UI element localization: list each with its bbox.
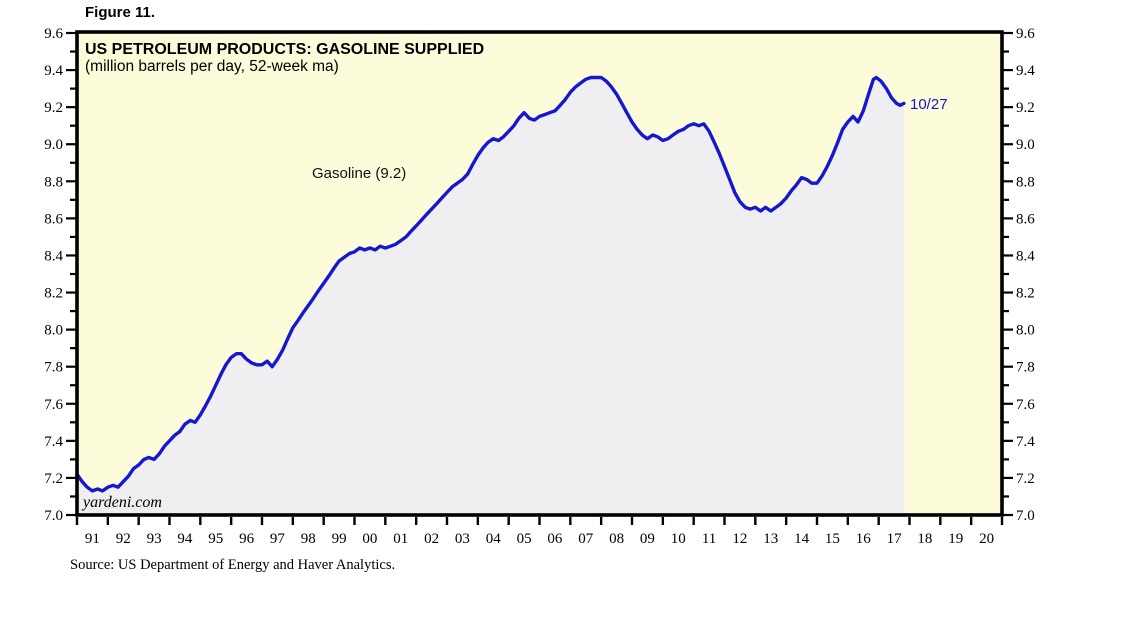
y-axis-label-left: 8.6 xyxy=(44,211,63,227)
gasoline-line xyxy=(75,75,906,493)
y-axis-label-right: 7.2 xyxy=(1016,471,1035,487)
source-note: Source: US Department of Energy and Have… xyxy=(70,557,396,573)
x-axis-label: 18 xyxy=(917,531,932,547)
y-axis-label-left: 9.4 xyxy=(44,63,63,79)
gasoline-area-fill xyxy=(77,77,904,514)
y-axis-label-left: 8.8 xyxy=(44,174,63,190)
chart-title: US PETROLEUM PRODUCTS: GASOLINE SUPPLIED xyxy=(85,41,484,58)
x-axis-label: 19 xyxy=(948,531,963,547)
y-axis-label-right: 7.8 xyxy=(1016,360,1035,376)
y-axis-label-left: 7.2 xyxy=(44,471,63,487)
y-axis-label-right: 9.0 xyxy=(1016,137,1035,153)
y-axis-label-right: 9.6 xyxy=(1016,26,1035,42)
x-axis-label: 02 xyxy=(424,531,439,547)
chart-subtitle: (million barrels per day, 52-week ma) xyxy=(85,58,339,75)
x-axis-label: 12 xyxy=(732,531,747,547)
y-axis-label-right: 7.0 xyxy=(1016,508,1035,524)
x-axis-label: 03 xyxy=(455,531,470,547)
x-axis-label: 99 xyxy=(332,531,347,547)
x-axis-label: 11 xyxy=(702,531,716,547)
y-axis-label-left: 8.2 xyxy=(44,286,63,302)
y-axis-label-left: 8.0 xyxy=(44,323,63,339)
y-axis-label-right: 8.2 xyxy=(1016,286,1035,302)
figure-label: Figure 11. xyxy=(85,4,156,21)
x-axis-label: 09 xyxy=(640,531,655,547)
y-axis-label-right: 8.0 xyxy=(1016,323,1035,339)
y-axis-label-left: 8.4 xyxy=(44,248,63,264)
x-axis-label: 93 xyxy=(147,531,162,547)
y-axis-label-right: 9.4 xyxy=(1016,63,1035,79)
x-axis-label: 92 xyxy=(116,531,131,547)
y-axis-label-left: 9.2 xyxy=(44,100,63,116)
y-axis-label-left: 7.6 xyxy=(44,397,63,413)
x-axis-label: 01 xyxy=(393,531,408,547)
plot-area xyxy=(75,32,1002,515)
y-axis-label-left: 7.0 xyxy=(44,508,63,524)
x-axis-label: 94 xyxy=(177,531,193,547)
y-axis-label-right: 9.2 xyxy=(1016,100,1035,116)
y-axis-label-right: 8.8 xyxy=(1016,174,1035,190)
x-axis-label: 95 xyxy=(208,531,223,547)
y-axis-label-left: 9.6 xyxy=(44,26,63,42)
y-axis-label-right: 8.6 xyxy=(1016,211,1035,227)
x-axis-label: 00 xyxy=(362,531,377,547)
axes: 7.0 7.0 7.2 7.2 7.4 7.4 7.6 7.6 7.8 7.8 8.0 8.0 8.2 8… xyxy=(44,26,1035,547)
watermark-yardeni: yardeni.com xyxy=(81,494,162,511)
x-axis-label: 07 xyxy=(578,531,594,547)
x-axis-label: 04 xyxy=(486,531,502,547)
x-axis-label: 14 xyxy=(794,531,810,547)
x-axis-label: 13 xyxy=(763,531,778,547)
x-axis-label: 15 xyxy=(825,531,840,547)
x-axis-label: 17 xyxy=(887,531,903,547)
x-axis-label: 91 xyxy=(85,531,100,547)
x-axis-label: 20 xyxy=(979,531,994,547)
end-date-label: 10/27 xyxy=(910,96,948,113)
x-axis-label: 10 xyxy=(671,531,686,547)
series-label: Gasoline (9.2) xyxy=(312,165,406,182)
y-axis-label-right: 8.4 xyxy=(1016,248,1035,264)
y-axis-label-left: 7.4 xyxy=(44,434,63,450)
x-axis-label: 16 xyxy=(856,531,872,547)
x-axis-label: 96 xyxy=(239,531,255,547)
y-axis-label-left: 9.0 xyxy=(44,137,63,153)
x-axis-label: 08 xyxy=(609,531,624,547)
y-axis-label-right: 7.6 xyxy=(1016,397,1035,413)
x-axis-label: 98 xyxy=(301,531,316,547)
y-axis-label-right: 7.4 xyxy=(1016,434,1035,450)
plot-border xyxy=(75,30,1004,517)
x-axis-label: 06 xyxy=(547,531,563,547)
y-axis-label-left: 7.8 xyxy=(44,360,63,376)
x-axis-label: 97 xyxy=(270,531,286,547)
x-axis-label: 05 xyxy=(517,531,532,547)
